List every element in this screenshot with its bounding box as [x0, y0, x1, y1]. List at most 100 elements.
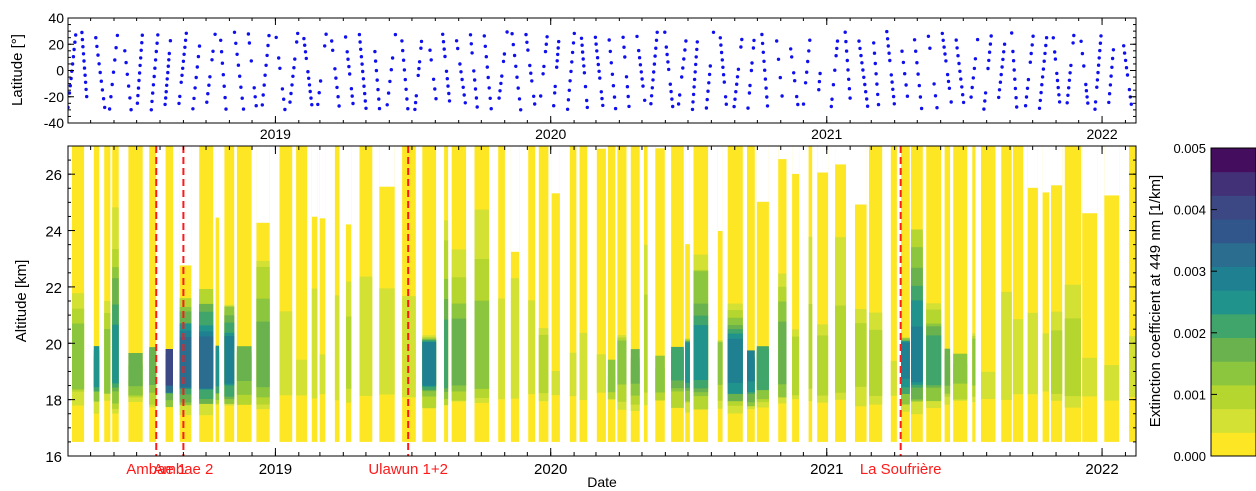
latitude-point — [358, 40, 362, 44]
latitude-point — [246, 32, 251, 36]
heatmap-gap — [596, 146, 606, 149]
latitude-point — [846, 68, 850, 72]
latitude-point — [1041, 67, 1046, 71]
heatmap-column — [1012, 146, 1024, 442]
latitude-point — [310, 103, 314, 107]
heatmap-layer — [179, 337, 192, 388]
latitude-point — [207, 83, 211, 87]
latitude-point — [626, 94, 630, 99]
latitude-point — [1098, 41, 1103, 45]
latitude-point — [519, 108, 523, 112]
latitude-point — [510, 32, 514, 36]
latitude-point — [723, 95, 728, 99]
latitude-point — [761, 50, 765, 54]
latitude-point — [972, 66, 977, 71]
latitude-point — [302, 36, 306, 41]
latitude-point — [667, 67, 671, 72]
latitude-point — [928, 46, 932, 50]
latitude-point — [1069, 63, 1073, 68]
latitude-point — [999, 72, 1003, 77]
latitude-point — [623, 55, 627, 59]
latitude-point — [528, 63, 532, 68]
heatmap-layer — [1104, 365, 1120, 401]
latitude-point — [1093, 100, 1098, 104]
heatmap-gap — [179, 146, 192, 266]
latitude-point — [718, 36, 722, 40]
latitude-point — [1000, 65, 1004, 69]
heatmap-gap — [510, 146, 520, 252]
latitude-point — [847, 77, 851, 82]
latitude-point — [621, 35, 625, 39]
latitude-point — [760, 41, 765, 46]
latitude-point — [502, 52, 507, 56]
heatmap-column — [1051, 146, 1063, 442]
heatmap-layer — [498, 298, 505, 400]
latitude-point — [1026, 77, 1031, 82]
heatmap-column — [717, 146, 723, 442]
latitude-point — [68, 84, 73, 88]
latitude-point — [711, 30, 716, 34]
latitude-point — [649, 94, 654, 98]
latitude-point — [419, 46, 423, 50]
latitude-point — [213, 32, 217, 36]
latitude-point — [1067, 78, 1072, 83]
latitude-point — [83, 73, 87, 77]
heatmap-layer — [972, 338, 976, 386]
latitude-point — [954, 38, 958, 42]
latitude-point — [136, 86, 141, 90]
latitude-point — [247, 41, 252, 45]
latitude-point — [543, 49, 548, 54]
latitude-point — [475, 105, 479, 109]
latitude-point — [71, 55, 76, 59]
latitude-point — [219, 38, 223, 42]
latitude-point — [473, 87, 478, 91]
altitude-y-tick-label: 22 — [45, 280, 62, 297]
latitude-point — [166, 64, 170, 68]
heatmap-column — [944, 146, 951, 442]
latitude-point — [442, 47, 446, 51]
latitude-point — [81, 45, 85, 49]
latitude-point — [1127, 87, 1132, 92]
latitude-point — [556, 46, 560, 50]
latitude-point — [566, 98, 571, 102]
latitude-point — [83, 80, 88, 85]
latitude-point — [98, 70, 102, 75]
latitude-point — [221, 73, 225, 77]
latitude-point — [357, 32, 362, 37]
latitude-point — [889, 73, 893, 77]
latitude-point — [303, 50, 308, 54]
latitude-point — [489, 107, 493, 111]
heatmap-layer — [727, 338, 743, 383]
latitude-point — [1108, 83, 1113, 87]
latitude-point — [84, 87, 88, 92]
heatmap-column — [334, 146, 340, 442]
heatmap-column — [215, 146, 220, 442]
latitude-point — [960, 85, 964, 89]
latitude-point — [224, 107, 228, 111]
latitude-point — [1038, 98, 1043, 103]
heatmap-column — [179, 146, 192, 442]
altitude-y-tick-label: 16 — [45, 449, 62, 466]
heatmap-gap — [1027, 146, 1038, 188]
latitude-point — [862, 75, 866, 80]
latitude-point — [375, 78, 379, 82]
latitude-point — [695, 47, 699, 52]
latitude-point — [1109, 74, 1113, 78]
latitude-point — [234, 41, 238, 45]
latitude-point — [349, 87, 354, 91]
latitude-point — [607, 38, 611, 42]
latitude-point — [1093, 107, 1097, 111]
latitude-point — [179, 80, 183, 85]
latitude-point — [137, 71, 142, 75]
latitude-point — [1067, 86, 1071, 90]
latitude-point — [462, 93, 466, 97]
latitude-point — [885, 37, 890, 41]
latitude-point — [789, 47, 793, 51]
latitude-point — [183, 45, 187, 49]
latitude-point — [865, 104, 870, 108]
latitude-point — [891, 94, 896, 99]
latitude-point — [608, 49, 612, 54]
latitude-point — [1025, 86, 1030, 91]
heatmap-layer — [756, 346, 769, 391]
latitude-point — [468, 33, 473, 37]
